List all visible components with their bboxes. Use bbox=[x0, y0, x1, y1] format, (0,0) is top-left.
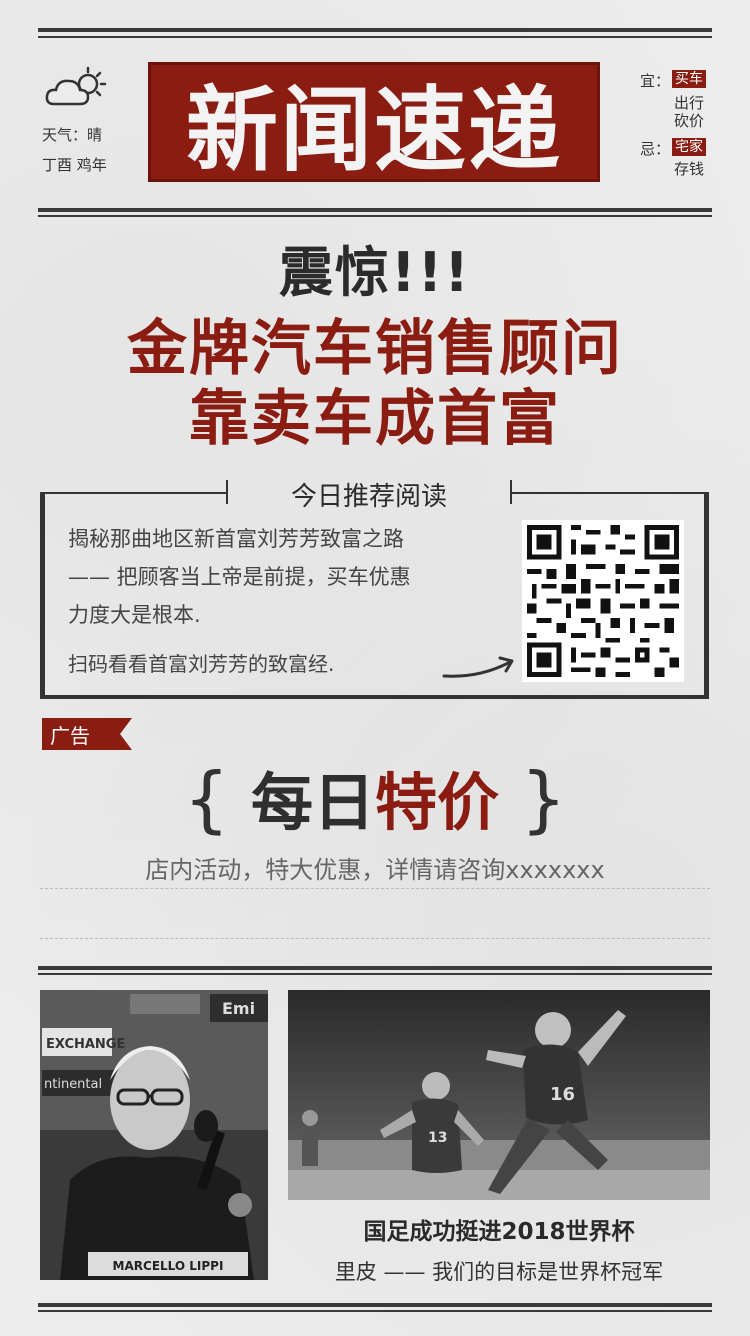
recommend-body-line2: —— 把顾客当上帝是前提，买车优惠 bbox=[68, 565, 411, 589]
ad-tag-label: 广告 bbox=[50, 724, 90, 748]
sponsor-board-text-1: EXCHANGE bbox=[46, 1037, 125, 1052]
ji-tag: 宅家 bbox=[672, 138, 706, 156]
sponsor-board-text-2: ntinental bbox=[44, 1077, 102, 1092]
brace-left: { bbox=[183, 757, 230, 841]
dashed-divider bbox=[40, 938, 710, 939]
recommend-body-line1: 揭秘那曲地区新首富刘芳芳致富之路 bbox=[68, 527, 404, 551]
ji-key: 忌： bbox=[640, 140, 671, 158]
jersey-number-16: 16 bbox=[550, 1084, 575, 1105]
bottom-rule-thin bbox=[38, 1310, 712, 1312]
arrow-icon bbox=[442, 656, 514, 678]
top-rule bbox=[38, 28, 712, 32]
masthead: 新闻速递 bbox=[148, 62, 600, 184]
rec-frame-bottom bbox=[40, 695, 709, 699]
header-rule bbox=[38, 208, 712, 212]
recommend-body-line3: 力度大是根本. bbox=[68, 603, 201, 627]
yi-tag: 买车 bbox=[672, 70, 706, 88]
weather-widget bbox=[42, 66, 142, 115]
headline-line3: 靠卖车成首富 bbox=[189, 384, 561, 454]
players-photo[interactable]: 16 13 bbox=[288, 990, 710, 1200]
jersey-number-13: 13 bbox=[428, 1130, 447, 1146]
yi-key: 宜： bbox=[640, 72, 671, 90]
yi-sub2: 砍价 bbox=[674, 112, 705, 130]
ad-description: 店内活动，特大优惠，详情请咨询xxxxxxx bbox=[145, 856, 605, 884]
brace-right: } bbox=[520, 757, 567, 841]
masthead-title: 新闻速递 bbox=[185, 76, 562, 184]
sponsor-board-text-3: Emi bbox=[222, 999, 255, 1018]
rec-title-tick-left bbox=[226, 480, 228, 504]
rec-title-tick-right bbox=[510, 480, 512, 504]
ad-tag-ribbon bbox=[42, 718, 132, 750]
daily-special-word-b: 特价 bbox=[375, 766, 500, 839]
name-plate: MARCELLO LIPPI bbox=[113, 1259, 224, 1273]
scan-prompt: 扫码看看首富刘芳芳的致富经. bbox=[68, 652, 335, 676]
rec-frame-right bbox=[704, 492, 709, 698]
weather-label: 天气：晴 bbox=[42, 126, 103, 144]
bottom-rule bbox=[38, 1303, 712, 1307]
yi-sub1: 出行 bbox=[674, 94, 705, 112]
recommend-title: 今日推荐阅读 bbox=[290, 482, 447, 512]
qr-code[interactable] bbox=[522, 520, 684, 682]
headline-line1: 震惊!!! bbox=[279, 241, 471, 304]
daily-special-heading[interactable]: { 每日特价 } bbox=[0, 752, 750, 842]
top-rule-thin bbox=[38, 36, 712, 38]
ji-sub1: 存钱 bbox=[674, 160, 705, 178]
headline-line2: 金牌汽车销售顾问 bbox=[127, 314, 623, 384]
recommend-body[interactable]: 揭秘那曲地区新首富刘芳芳致富之路 —— 把顾客当上帝是前提，买车优惠 力度大是根… bbox=[68, 520, 508, 634]
coach-photo[interactable]: EXCHANGE ntinental Emi MARCELLO LIPPI bbox=[40, 990, 268, 1280]
section-rule bbox=[38, 966, 712, 970]
news-quote: 里皮 —— 我们的目标是世界杯冠军 bbox=[334, 1260, 664, 1284]
rec-frame-top-left bbox=[40, 492, 226, 494]
daily-special-word-a: 每日 bbox=[250, 766, 375, 839]
header-rule-thin bbox=[38, 215, 712, 217]
news-title[interactable]: 国足成功挺进2018世界杯 bbox=[363, 1219, 635, 1245]
dashed-divider bbox=[40, 888, 710, 889]
weather-cloud-sun-icon bbox=[45, 66, 107, 106]
rec-frame-left bbox=[40, 492, 45, 698]
rec-frame-top-right bbox=[512, 492, 709, 494]
section-rule-thin bbox=[38, 973, 712, 975]
lunar-label: 丁酉 鸡年 bbox=[42, 156, 107, 174]
